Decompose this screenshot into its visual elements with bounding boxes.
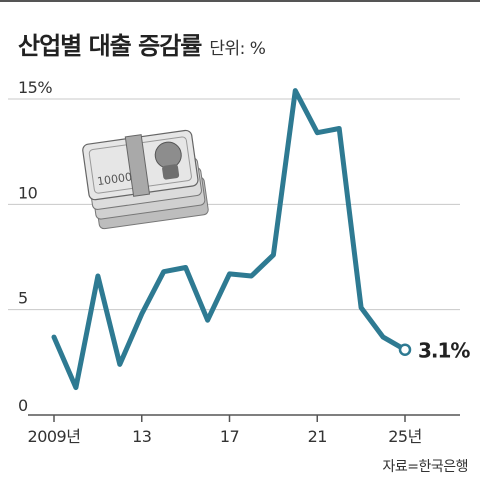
y-tick-label-10: 10 xyxy=(18,183,38,202)
x-tick-label-2025: 25년 xyxy=(388,427,422,446)
x-axis: 2009년 13 17 21 25년 xyxy=(28,414,460,446)
source-note: 자료=한국은행 xyxy=(382,459,468,475)
gridlines xyxy=(8,98,460,311)
chart-title: 산업별 대출 증감률 xyxy=(18,32,202,60)
series-line xyxy=(51,88,408,391)
x-tick-label-2009: 2009년 xyxy=(28,427,81,446)
y-tick-label-5: 5 xyxy=(18,289,28,308)
y-tick-label-0: 0 xyxy=(18,396,28,415)
x-tick-label-2021: 21 xyxy=(308,427,327,446)
chart-header: 산업별 대출 증감률 단위: % xyxy=(18,26,266,61)
banknote-bundle-icon: 10000 xyxy=(82,129,209,230)
end-value-label: 3.1% xyxy=(418,339,470,363)
banknote-label: 10000 xyxy=(96,170,132,188)
end-point-marker xyxy=(398,343,412,356)
x-tick-label-2017: 17 xyxy=(220,427,239,446)
y-tick-label-15: 15% xyxy=(18,78,52,97)
x-tick-label-2013: 13 xyxy=(132,427,151,446)
chart-unit: 단위: % xyxy=(209,39,266,59)
top-rule xyxy=(0,0,480,2)
y-tick-labels: 0 5 10 15% xyxy=(18,78,53,415)
